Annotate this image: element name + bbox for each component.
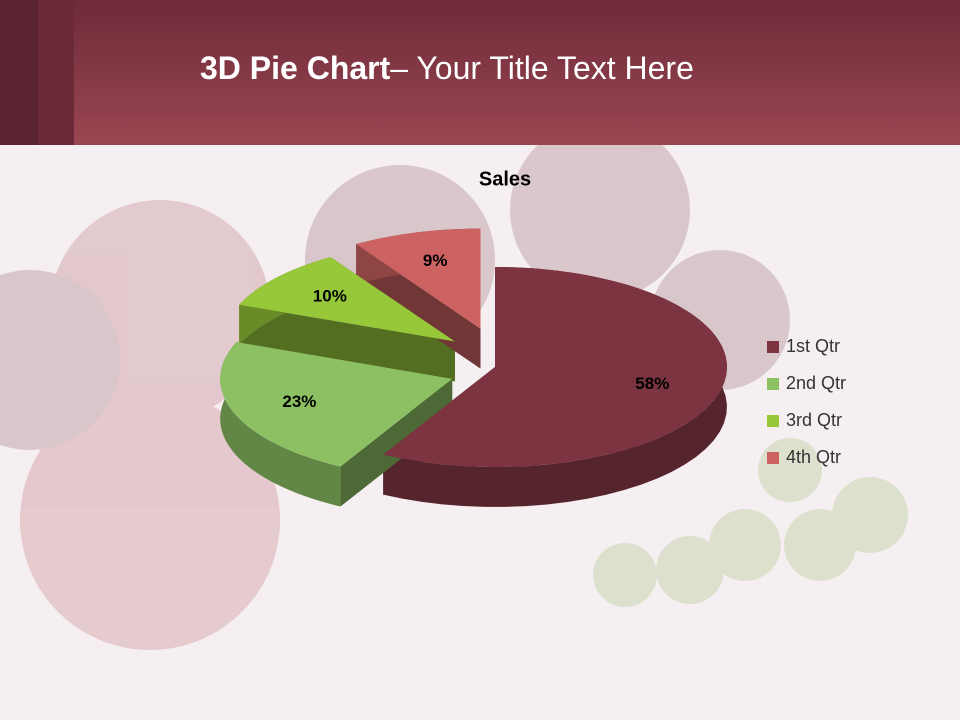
slice-outer-wall [220,342,341,507]
chart-title: Sales [479,168,531,190]
legend-label: 1st Qtr [786,336,840,356]
pie-slice [220,342,453,467]
pie-tops: 58% 23% 10% 9% [220,228,727,467]
header-stripe [0,0,38,145]
legend-swatch [767,452,779,464]
data-label: 10% [313,286,347,305]
pie-slice [239,257,455,342]
slice-radial-face [239,304,455,382]
slide-title-bold: 3D Pie Chart [200,50,391,86]
legend-swatch [767,341,779,353]
legend: 1st Qtr 2nd Qtr 3rd Qtr 4th Qtr [767,336,846,467]
legend-swatch [767,415,779,427]
header-band [0,0,960,145]
legend-label: 3rd Qtr [786,410,842,430]
header-stripe [38,0,74,145]
slide-title-rest: – Your Title Text Here [390,50,694,86]
data-label: 58% [635,374,669,393]
pie-slice [356,228,481,329]
slide-title: 3D Pie Chart– Your Title Text Here [200,50,694,86]
legend-label: 2nd Qtr [786,373,846,393]
legend-swatch [767,378,779,390]
pie-slice [383,267,727,467]
data-label: 23% [282,392,316,411]
data-label: 9% [423,251,448,270]
legend-label: 4th Qtr [786,447,841,467]
